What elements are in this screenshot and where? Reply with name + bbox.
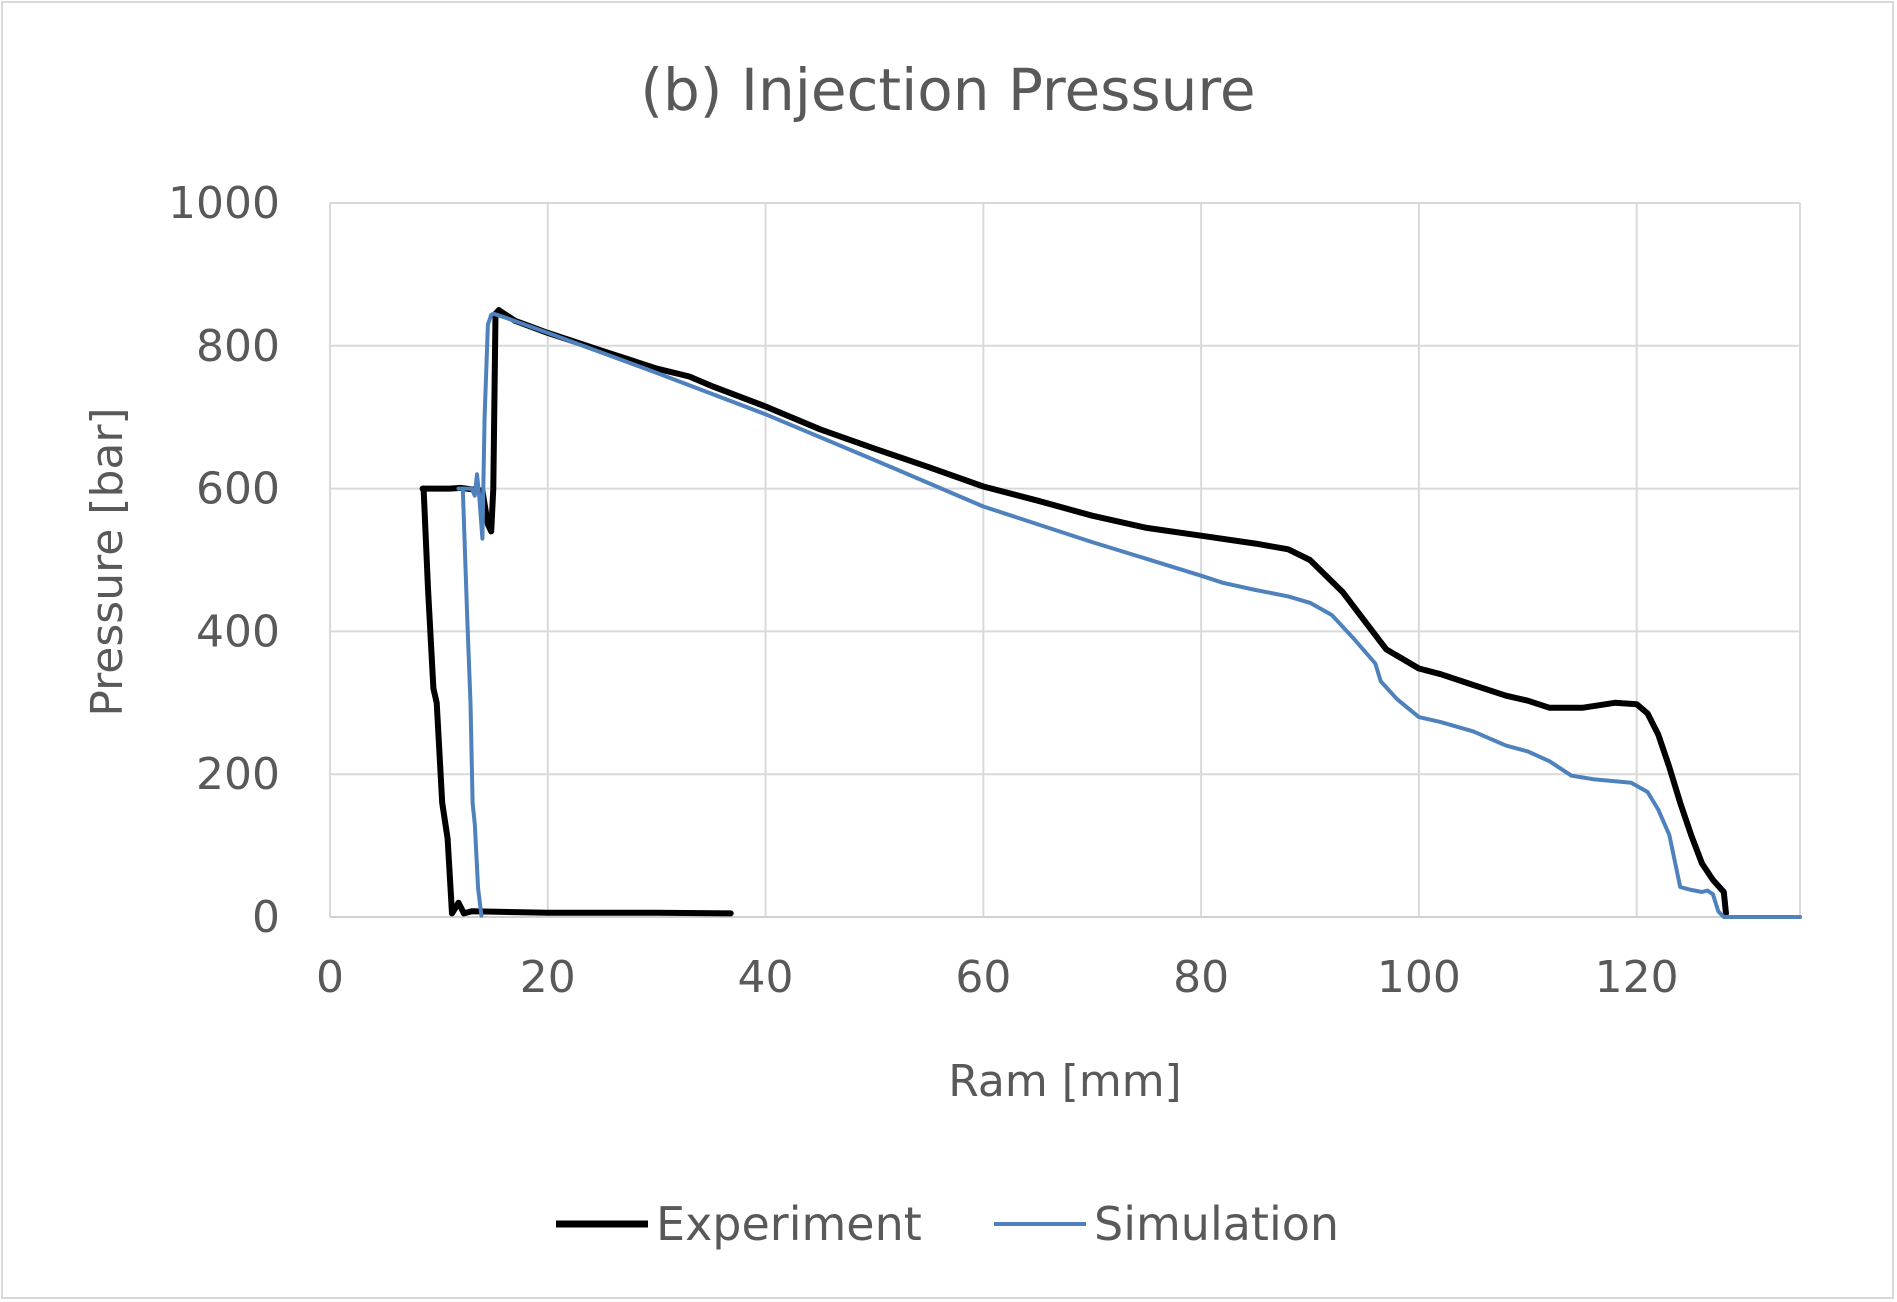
x-tick-label: 60 xyxy=(955,952,1011,1003)
x-axis-ticks: 0 20 40 60 80 100 120 xyxy=(316,952,1679,1003)
x-axis-label: Ram [mm] xyxy=(948,1056,1181,1107)
y-tick-label: 200 xyxy=(196,749,280,800)
x-tick-label: 100 xyxy=(1377,952,1461,1003)
series-line-simulation-1 xyxy=(456,311,1802,919)
legend-label-simulation: Simulation xyxy=(1094,1197,1339,1251)
y-tick-label: 800 xyxy=(196,321,280,372)
x-tick-label: 20 xyxy=(520,952,576,1003)
x-tick-label: 80 xyxy=(1173,952,1229,1003)
y-tick-label: 1000 xyxy=(168,178,280,229)
x-tick-label: 0 xyxy=(316,952,344,1003)
legend: Experiment Simulation xyxy=(556,1197,1339,1251)
series-line-experiment-0 xyxy=(419,307,1729,917)
plot-area xyxy=(419,307,1802,919)
series-line-simulation-3 xyxy=(460,486,484,918)
series-line-experiment-2 xyxy=(420,485,734,917)
legend-label-experiment: Experiment xyxy=(656,1197,922,1251)
y-axis-ticks: 0 200 400 600 800 1000 xyxy=(168,178,280,943)
y-tick-label: 0 xyxy=(252,892,280,943)
y-axis-label: Pressure [bar] xyxy=(82,407,133,716)
y-tick-label: 600 xyxy=(196,464,280,515)
y-tick-label: 400 xyxy=(196,606,280,657)
x-tick-label: 40 xyxy=(738,952,794,1003)
chart-title: (b) Injection Pressure xyxy=(640,56,1255,124)
x-tick-label: 120 xyxy=(1595,952,1679,1003)
gridlines xyxy=(329,202,1801,918)
